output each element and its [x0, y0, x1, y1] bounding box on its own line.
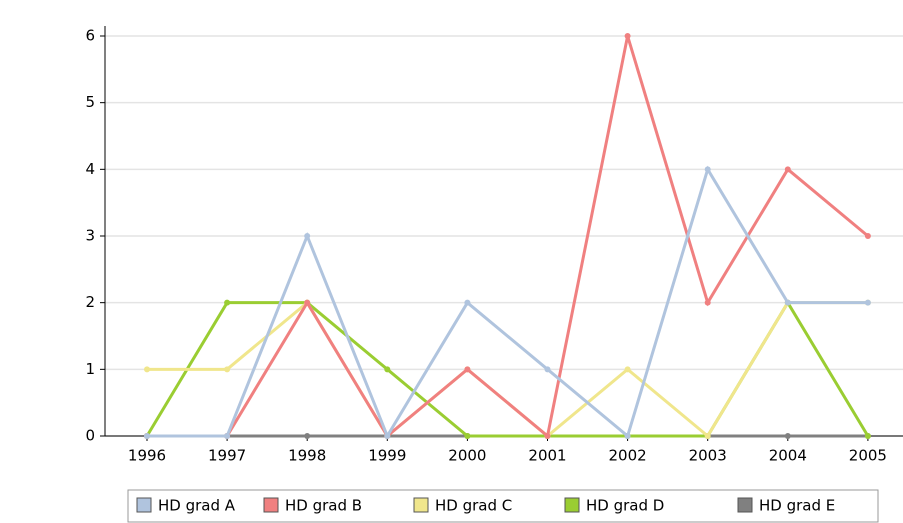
point	[624, 33, 631, 39]
point	[224, 299, 231, 306]
x-tick-label: 2004	[769, 447, 807, 465]
point	[864, 233, 871, 239]
legend-swatch	[564, 497, 580, 513]
point	[304, 433, 311, 439]
x-tick-label: 1999	[368, 447, 406, 465]
legend-box	[127, 489, 879, 523]
point	[384, 366, 391, 373]
x-tick-label: 2002	[609, 447, 647, 465]
point	[224, 366, 231, 373]
y-tick-label: 1	[85, 360, 95, 378]
legend-label: HD grad C	[435, 497, 512, 515]
x-tick-label: 2003	[689, 447, 727, 465]
x-tick-label: 1998	[288, 447, 326, 465]
x-tick-label: 2000	[448, 447, 486, 465]
legend-swatch	[136, 497, 152, 513]
x-tick-label: 1997	[208, 447, 246, 465]
point	[464, 433, 471, 439]
point	[784, 433, 791, 439]
point	[704, 299, 711, 306]
series-line	[147, 165, 868, 440]
x-tick-label: 2005	[849, 447, 887, 465]
legend-swatch	[263, 497, 279, 513]
point	[544, 366, 551, 373]
legend-label: HD grad D	[586, 497, 664, 515]
x-tick-label: 2001	[528, 447, 566, 465]
legend-swatch	[737, 497, 753, 513]
point	[144, 366, 150, 373]
point	[144, 433, 150, 439]
legend-label: HD grad E	[759, 497, 835, 515]
y-tick-label: 2	[85, 293, 95, 311]
legend-swatch	[413, 497, 429, 513]
x-tick-label: 1996	[128, 447, 166, 465]
y-tick-label: 3	[85, 227, 95, 245]
point	[304, 233, 311, 239]
point	[544, 433, 551, 439]
point	[784, 166, 791, 173]
point	[224, 433, 231, 439]
point	[304, 299, 311, 306]
point	[384, 433, 391, 439]
point	[864, 433, 871, 439]
point	[864, 299, 871, 306]
legend-label: HD grad A	[158, 497, 236, 515]
point	[464, 299, 471, 306]
point	[464, 366, 471, 373]
point	[704, 166, 711, 173]
y-tick-label: 4	[85, 160, 95, 178]
y-tick-label: 0	[85, 427, 95, 445]
legend-label: HD grad B	[285, 497, 362, 515]
point	[624, 433, 631, 439]
y-tick-label: 6	[85, 27, 95, 45]
point	[704, 433, 711, 439]
point	[624, 366, 631, 373]
y-tick-label: 5	[85, 93, 95, 111]
point	[784, 299, 791, 306]
